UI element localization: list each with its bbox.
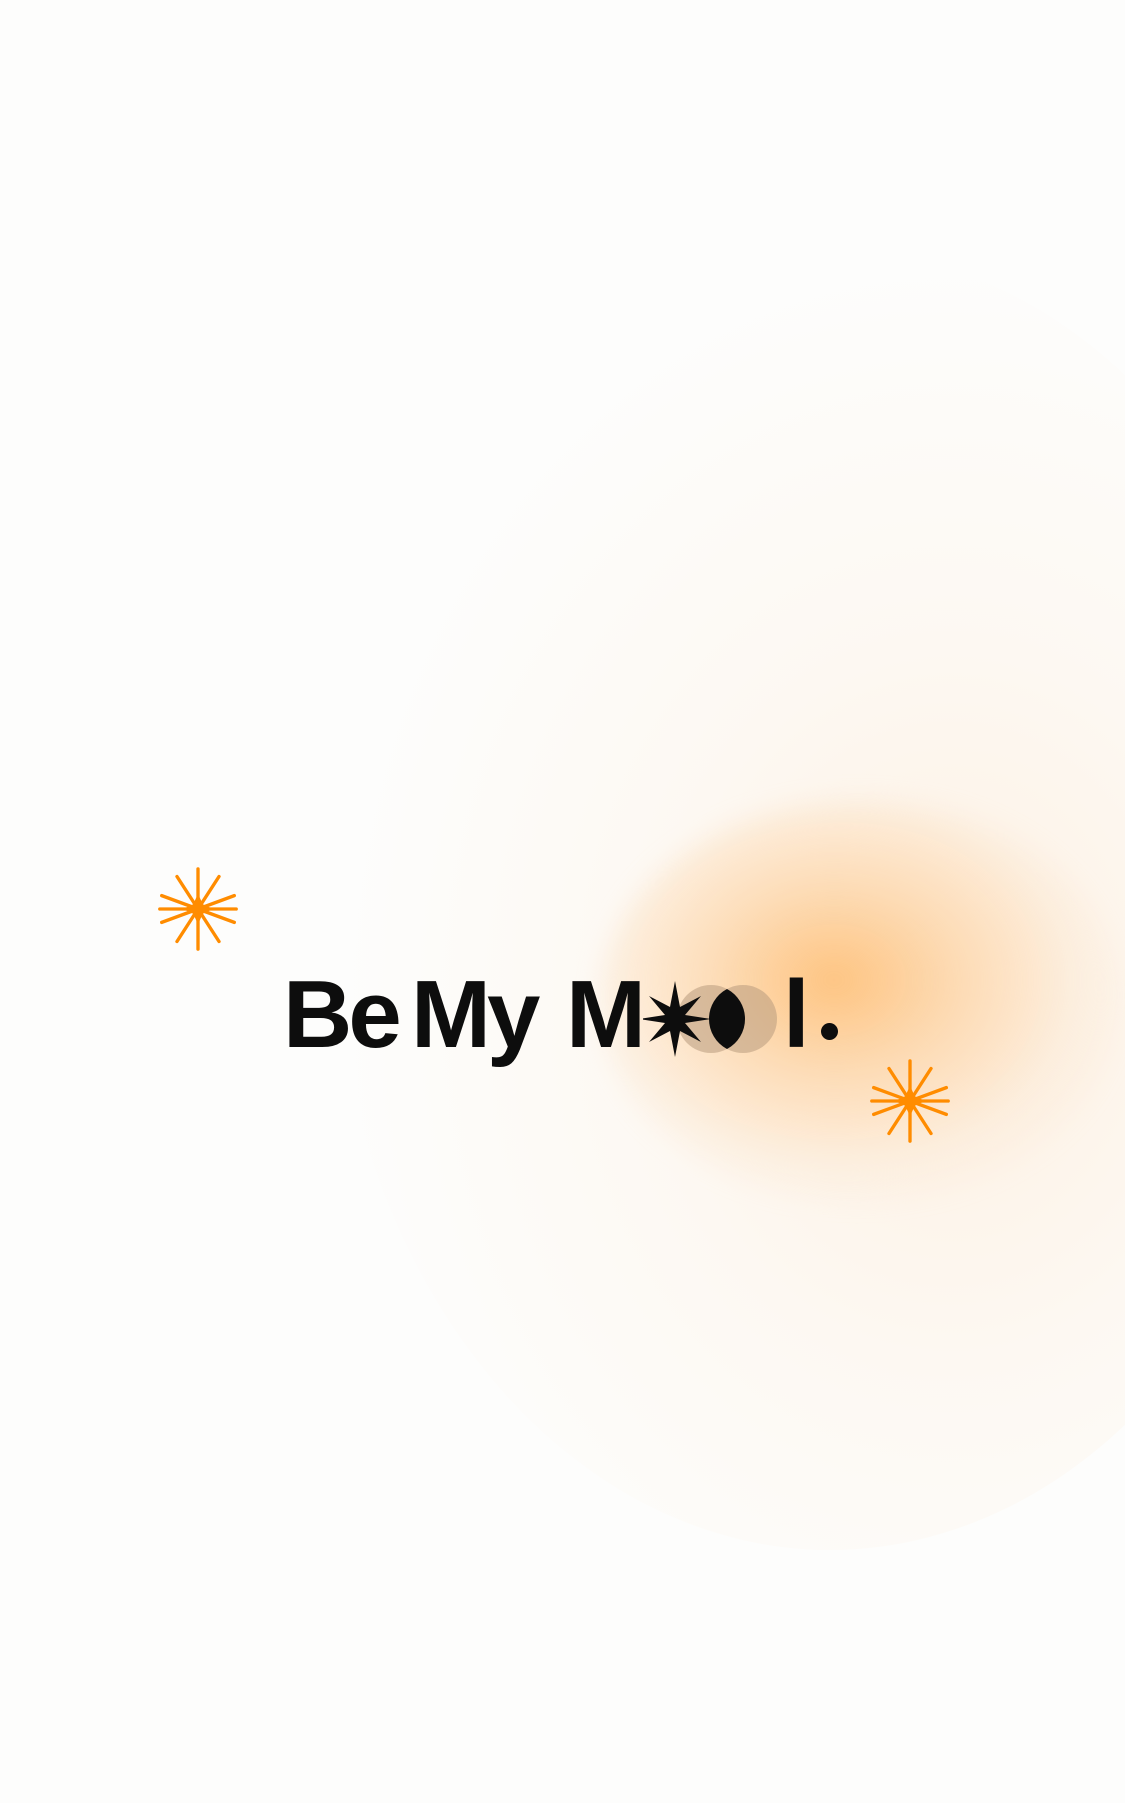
brand-logo: Be My M l [283, 955, 843, 1075]
moon-star-icon [643, 981, 777, 1057]
sparkle-icon [870, 1059, 950, 1143]
logo-word-my: My [411, 961, 540, 1068]
logo-letter-l: l [783, 961, 810, 1068]
sparkle-icon [158, 867, 238, 951]
logo-word-be: Be [283, 961, 402, 1068]
logo-letter-m: M [566, 961, 646, 1068]
logo-dot [821, 1023, 838, 1040]
